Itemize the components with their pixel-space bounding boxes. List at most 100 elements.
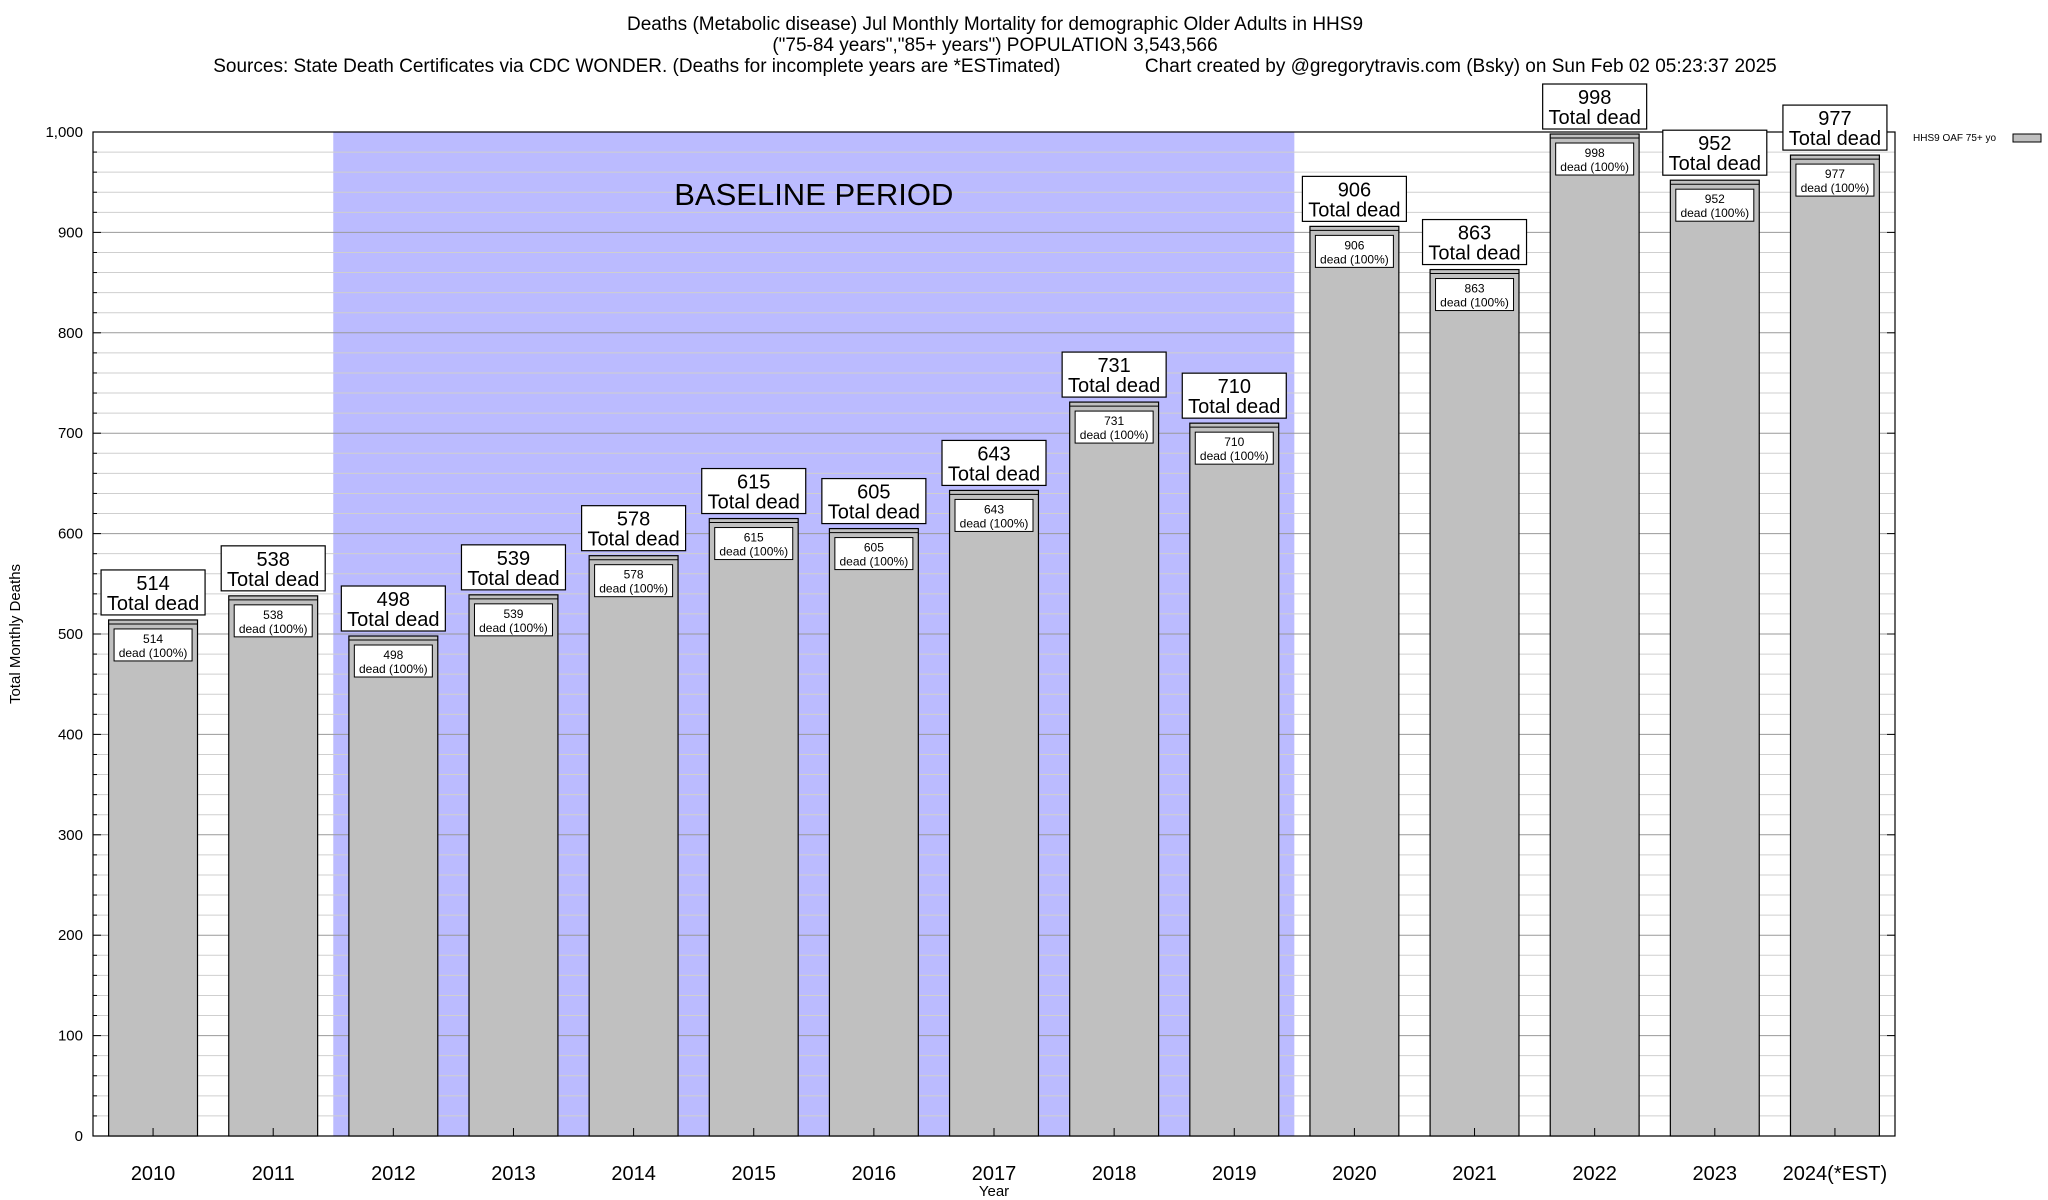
bar <box>348 635 439 1137</box>
x-tick-label: 2024(*EST) <box>1783 1163 1888 1185</box>
total-label-value: 538 <box>257 549 290 571</box>
inner-label-text: dead (100%) <box>479 621 548 635</box>
y-tick-label: 900 <box>58 224 83 241</box>
bar <box>1189 422 1280 1137</box>
x-tick-label: 2018 <box>1092 1163 1137 1185</box>
x-tick-label: 2019 <box>1212 1163 1257 1185</box>
inner-label-value: 906 <box>1344 238 1364 252</box>
x-tick-label: 2020 <box>1332 1163 1377 1185</box>
y-tick-label: 600 <box>58 526 83 543</box>
legend-label: HHS9 OAF 75+ yo <box>1913 133 1997 144</box>
total-label-value: 952 <box>1698 133 1731 155</box>
y-tick-label: 0 <box>75 1128 83 1145</box>
x-axis-label: Year <box>979 1183 1009 1200</box>
total-label-value: 578 <box>617 509 650 531</box>
inner-label-value: 863 <box>1465 282 1485 296</box>
total-label-text: Total dead <box>1549 107 1641 129</box>
total-label-value: 710 <box>1218 376 1251 398</box>
total-label-text: Total dead <box>347 609 439 631</box>
inner-label-text: dead (100%) <box>1680 206 1749 220</box>
total-label-text: Total dead <box>1308 199 1400 221</box>
inner-label-box <box>1795 163 1875 197</box>
total-label-value: 731 <box>1097 355 1130 377</box>
total-label-text: Total dead <box>467 568 559 590</box>
total-label-text: Total dead <box>107 593 199 615</box>
x-tick-label: 2023 <box>1693 1163 1738 1185</box>
bar <box>228 595 319 1137</box>
total-label-value: 977 <box>1818 108 1851 130</box>
inner-label-value: 731 <box>1104 414 1124 428</box>
inner-label-box <box>113 628 193 662</box>
chart-subtitle: ("75-84 years","85+ years") POPULATION 3… <box>772 35 1218 56</box>
total-label-box <box>1662 129 1768 176</box>
inner-label-text: dead (100%) <box>359 662 428 676</box>
inner-label-text: dead (100%) <box>119 646 188 660</box>
y-tick-label: 1,000 <box>45 124 83 141</box>
total-label-value: 539 <box>497 548 530 570</box>
total-label-box <box>1421 218 1528 266</box>
inner-label-value: 998 <box>1585 146 1605 160</box>
inner-label-text: dead (100%) <box>1320 252 1389 266</box>
inner-label-box <box>1435 278 1515 312</box>
x-tick-label: 2015 <box>731 1163 776 1185</box>
inner-label-box <box>233 604 313 638</box>
inner-label-text: dead (100%) <box>239 622 308 636</box>
x-tick-label: 2022 <box>1572 1163 1617 1185</box>
y-tick-label: 200 <box>58 927 83 944</box>
bar <box>1309 225 1400 1137</box>
bar <box>1669 179 1760 1137</box>
x-tick-label: 2012 <box>371 1163 416 1185</box>
total-label-box <box>340 585 446 632</box>
inner-label-box <box>1314 234 1394 268</box>
total-label-box <box>1181 372 1287 419</box>
inner-label-text: dead (100%) <box>840 555 909 569</box>
inner-label-box <box>594 564 674 598</box>
inner-label-text: dead (100%) <box>1801 181 1870 195</box>
inner-label-value: 977 <box>1825 167 1845 181</box>
total-label-value: 514 <box>136 573 169 595</box>
inner-label-text: dead (100%) <box>1440 296 1509 310</box>
inner-label-value: 952 <box>1705 192 1725 206</box>
total-label-box <box>580 505 687 552</box>
inner-label-value: 710 <box>1224 435 1244 449</box>
x-tick-label: 2014 <box>611 1163 656 1185</box>
x-tick-label: 2017 <box>972 1163 1017 1185</box>
total-label-box <box>941 439 1047 487</box>
total-label-value: 998 <box>1578 87 1611 109</box>
x-tick-label: 2010 <box>131 1163 176 1185</box>
y-tick-label: 700 <box>58 425 83 442</box>
inner-label-box <box>473 603 553 637</box>
bar <box>108 619 199 1137</box>
inner-label-value: 498 <box>383 648 403 662</box>
inner-label-text: dead (100%) <box>719 545 788 559</box>
x-tick-label: 2013 <box>491 1163 536 1185</box>
bar <box>1549 133 1640 1137</box>
x-tick-label: 2016 <box>852 1163 897 1185</box>
total-label-box <box>1301 175 1408 222</box>
total-label-value: 906 <box>1338 179 1371 201</box>
inner-label-value: 578 <box>624 568 644 582</box>
total-label-text: Total dead <box>1669 153 1761 175</box>
total-label-box <box>220 545 326 592</box>
inner-label-box <box>1555 142 1635 176</box>
bar <box>828 527 919 1137</box>
inner-label-value: 538 <box>263 608 283 622</box>
total-label-box <box>821 477 927 525</box>
x-tick-label: 2021 <box>1452 1163 1497 1185</box>
y-tick-label: 300 <box>58 827 83 844</box>
chart-titles: Deaths (Metabolic disease) Jul Monthly M… <box>0 14 1990 77</box>
bar <box>1069 401 1160 1137</box>
total-label-box <box>100 569 206 616</box>
inner-label-value: 514 <box>143 632 163 646</box>
y-tick-label: 800 <box>58 325 83 342</box>
total-label-value: 863 <box>1458 223 1491 245</box>
inner-label-text: dead (100%) <box>1200 449 1269 463</box>
y-tick-label: 100 <box>58 1028 83 1045</box>
bar <box>708 517 799 1137</box>
inner-label-text: dead (100%) <box>1080 428 1149 442</box>
inner-label-box <box>1074 410 1154 444</box>
total-label-value: 643 <box>977 443 1010 465</box>
total-label-box <box>1061 351 1167 398</box>
bar <box>588 555 679 1137</box>
